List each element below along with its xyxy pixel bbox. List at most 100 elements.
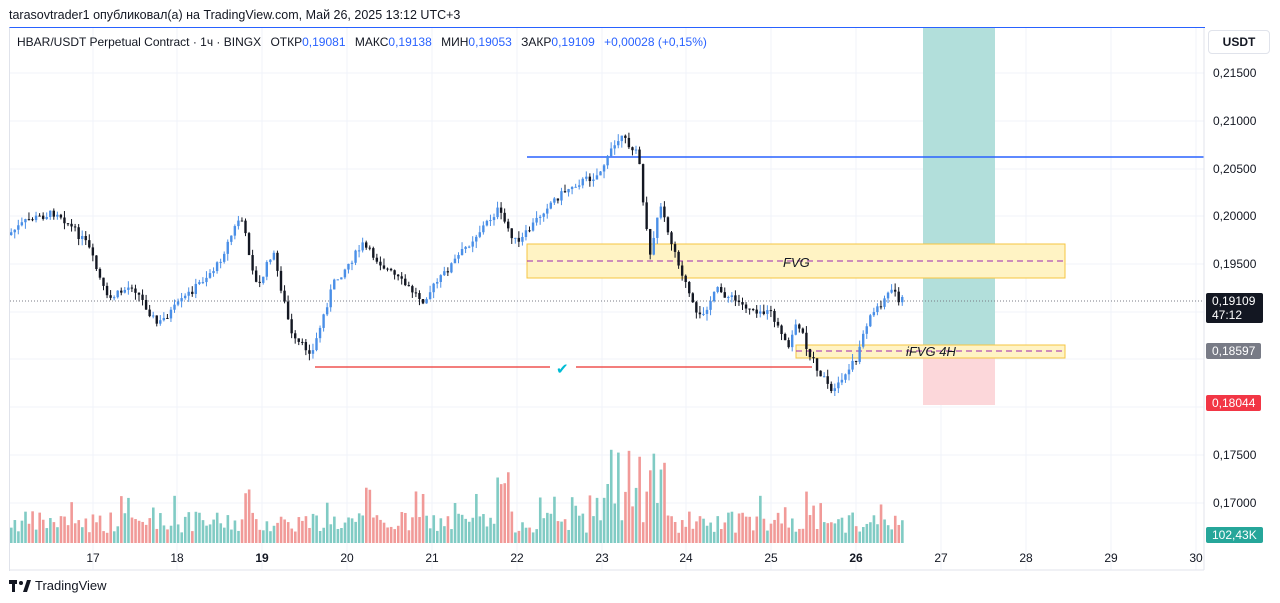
stop-price-badge: 0,18044 bbox=[1206, 395, 1262, 411]
volume-bar bbox=[521, 522, 524, 543]
candle-body bbox=[798, 324, 801, 329]
candle-body bbox=[627, 137, 631, 148]
candle-body bbox=[407, 285, 410, 287]
candle-body bbox=[386, 268, 389, 270]
volume-bar bbox=[336, 528, 340, 543]
volume-bar bbox=[851, 512, 854, 543]
volume-bar bbox=[443, 526, 446, 543]
candle-body bbox=[368, 247, 371, 249]
volume-bar bbox=[716, 516, 720, 543]
candle-body bbox=[134, 288, 137, 293]
time-label: 20 bbox=[340, 551, 354, 565]
candle-body bbox=[759, 311, 762, 314]
candle-body bbox=[560, 191, 563, 201]
volume-bar bbox=[226, 515, 230, 543]
candle-body bbox=[659, 206, 663, 218]
candle-body bbox=[854, 360, 858, 362]
candle-body bbox=[436, 281, 439, 284]
candle-body bbox=[208, 273, 212, 278]
volume-bar bbox=[762, 518, 766, 543]
volume-bar bbox=[893, 515, 897, 543]
symbol-title[interactable]: HBAR/USDT Perpetual Contract · 1ч · BING… bbox=[17, 35, 262, 49]
volume-bar bbox=[258, 529, 262, 543]
candle-body bbox=[812, 357, 815, 359]
candle-body bbox=[173, 304, 176, 310]
candle-body bbox=[52, 210, 55, 217]
volume-bar bbox=[276, 522, 279, 543]
volume-badge: 102,43K bbox=[1206, 527, 1263, 543]
volume-bar bbox=[734, 532, 737, 543]
volume-bar bbox=[773, 519, 776, 543]
candle-body bbox=[98, 269, 102, 278]
volume-bar bbox=[41, 519, 45, 543]
volume-bar bbox=[162, 525, 166, 543]
candle-body bbox=[751, 309, 755, 311]
candle-body bbox=[599, 171, 602, 176]
volume-bar bbox=[38, 512, 41, 543]
volume-bar bbox=[453, 502, 457, 543]
volume-bar bbox=[66, 525, 70, 543]
candle-body bbox=[858, 346, 861, 362]
volume-bar bbox=[212, 519, 215, 543]
current-price-value: 0,19109 bbox=[1212, 294, 1256, 308]
candle-body bbox=[609, 148, 613, 157]
volume-bar bbox=[712, 531, 716, 543]
candle-body bbox=[230, 235, 233, 242]
time-label: 25 bbox=[764, 551, 778, 565]
candle-body bbox=[677, 251, 680, 266]
volume-bar bbox=[787, 527, 791, 543]
volume-bar bbox=[130, 517, 134, 543]
candle-body bbox=[748, 308, 751, 310]
volume-bar bbox=[517, 530, 521, 543]
candle-body bbox=[123, 289, 126, 293]
volume-bar bbox=[20, 520, 24, 543]
volume-bar bbox=[535, 529, 538, 543]
volume-bar bbox=[524, 527, 528, 543]
candle-body bbox=[49, 210, 52, 217]
candle-body bbox=[148, 309, 151, 317]
candle-body bbox=[198, 282, 201, 284]
candle-body bbox=[570, 186, 574, 190]
chart-pane[interactable] bbox=[9, 27, 1205, 571]
candle-body bbox=[624, 135, 627, 138]
volume-bar bbox=[876, 524, 879, 543]
volume-bar bbox=[783, 507, 787, 543]
volume-bar bbox=[663, 462, 666, 543]
volume-bar bbox=[482, 514, 485, 543]
price-label: 0,21000 bbox=[1213, 114, 1257, 128]
volume-bar bbox=[638, 456, 641, 543]
volume-bar bbox=[141, 521, 144, 543]
volume-bar bbox=[720, 529, 723, 543]
tradingview-brand[interactable]: TradingView bbox=[9, 578, 107, 593]
fvg-zone[interactable] bbox=[526, 243, 1066, 279]
volume-bar bbox=[645, 491, 649, 543]
volume-bar bbox=[17, 531, 20, 543]
volume-bar bbox=[670, 516, 673, 543]
volume-bar bbox=[819, 503, 822, 543]
currency-button[interactable]: USDT bbox=[1208, 30, 1270, 54]
candle-body bbox=[286, 301, 290, 320]
candle-body bbox=[503, 212, 506, 222]
volume-bar bbox=[503, 483, 507, 543]
candle-body bbox=[379, 261, 382, 266]
long-position-target-zone[interactable] bbox=[923, 28, 995, 348]
candle-body bbox=[567, 189, 570, 193]
volume-bar bbox=[563, 519, 567, 543]
volume-bar bbox=[776, 512, 780, 543]
candle-body bbox=[446, 271, 450, 273]
candle-body bbox=[773, 310, 776, 322]
volume-bar bbox=[134, 519, 137, 543]
candle-body bbox=[556, 198, 560, 201]
volume-bar bbox=[152, 507, 155, 543]
volume-bar bbox=[794, 531, 798, 543]
candle-body bbox=[720, 287, 723, 293]
time-label: 21 bbox=[425, 551, 439, 565]
candle-body bbox=[251, 255, 254, 271]
candle-body bbox=[865, 326, 868, 334]
volume-bar bbox=[528, 527, 531, 543]
candle-body bbox=[183, 295, 187, 299]
price-label: 0,20500 bbox=[1213, 162, 1257, 176]
candle-body bbox=[240, 220, 244, 222]
volume-bar bbox=[372, 517, 375, 543]
